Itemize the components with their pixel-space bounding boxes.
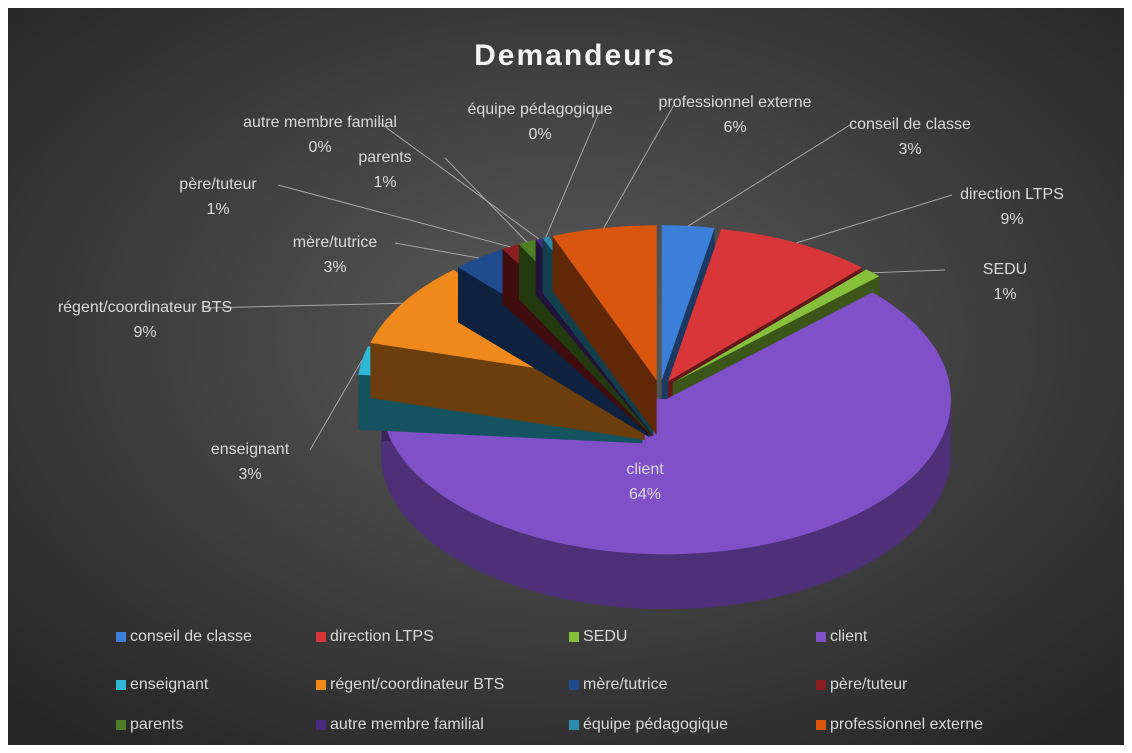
leader-line	[204, 302, 403, 309]
data-label-value: 3%	[898, 141, 921, 158]
data-label-value: 9%	[1000, 211, 1023, 228]
data-label-name: enseignant	[211, 441, 290, 458]
data-label-name: SEDU	[983, 261, 1027, 278]
legend-label: parents	[130, 716, 183, 733]
legend-label: enseignant	[130, 676, 209, 693]
slice-top	[380, 292, 951, 555]
legend-swatch	[569, 632, 579, 642]
legend-swatch	[816, 680, 826, 690]
slice-top	[668, 228, 862, 382]
legend-swatch	[816, 720, 826, 730]
legend-label: régent/coordinateur BTS	[330, 676, 504, 693]
data-label-value: 0%	[308, 139, 331, 156]
legend-label: client	[830, 628, 868, 645]
data-label-value: 6%	[723, 119, 746, 136]
data-label-name: professionnel externe	[659, 94, 812, 111]
slice-edge	[370, 342, 645, 440]
leader-line	[872, 269, 946, 274]
leader-line	[277, 184, 511, 248]
data-label-name: père/tuteur	[179, 176, 257, 193]
legend-label: père/tuteur	[830, 676, 908, 693]
data-label-value: 64%	[629, 486, 661, 503]
data-label-name: autre membre familial	[243, 114, 397, 131]
leader-line	[309, 360, 363, 451]
slice-edge	[457, 267, 650, 438]
data-label-name: mère/tutrice	[293, 234, 378, 251]
data-label-value: 1%	[206, 201, 229, 218]
legend-swatch	[316, 680, 326, 690]
data-label-name: équipe pédagogique	[467, 101, 612, 118]
leader-line	[394, 242, 479, 259]
leader-line	[545, 109, 601, 238]
data-label-value: 9%	[133, 324, 156, 341]
data-label-name: direction LTPS	[960, 186, 1064, 203]
leader-line	[603, 102, 676, 229]
chart-title: Demandeurs	[474, 39, 676, 72]
legend-label: SEDU	[583, 628, 627, 645]
data-label-value: 3%	[238, 466, 261, 483]
slice-edge	[552, 236, 657, 436]
legend-swatch	[116, 680, 126, 690]
slice-side	[380, 399, 951, 610]
legend-label: conseil de classe	[130, 628, 252, 645]
legend-swatch	[816, 632, 826, 642]
legend-swatch	[569, 680, 579, 690]
leader-line	[796, 194, 953, 244]
data-label-value: 1%	[373, 174, 396, 191]
legend-label: professionnel externe	[830, 716, 983, 733]
data-label-name: conseil de classe	[849, 116, 971, 133]
slice-top	[552, 225, 657, 381]
slice	[552, 225, 657, 436]
legend-label: équipe pédagogique	[583, 716, 728, 733]
legend-label: direction LTPS	[330, 628, 434, 645]
data-label-name: parents	[358, 149, 411, 166]
legend-swatch	[316, 632, 326, 642]
data-label-name: client	[626, 461, 664, 478]
slice-top	[661, 225, 715, 381]
legend-label: mère/tutrice	[583, 676, 668, 693]
legend-label: autre membre familial	[330, 716, 484, 733]
legend-swatch	[569, 720, 579, 730]
legend-swatch	[116, 632, 126, 642]
legend-swatch	[316, 720, 326, 730]
leader-line	[688, 124, 851, 227]
data-label-value: 1%	[993, 286, 1016, 303]
leader-line	[379, 122, 540, 240]
data-label-value: 0%	[528, 126, 551, 143]
legend-swatch	[116, 720, 126, 730]
slice-top	[672, 269, 880, 384]
data-label-name: régent/coordinateur BTS	[58, 299, 232, 316]
data-label-value: 3%	[323, 259, 346, 276]
